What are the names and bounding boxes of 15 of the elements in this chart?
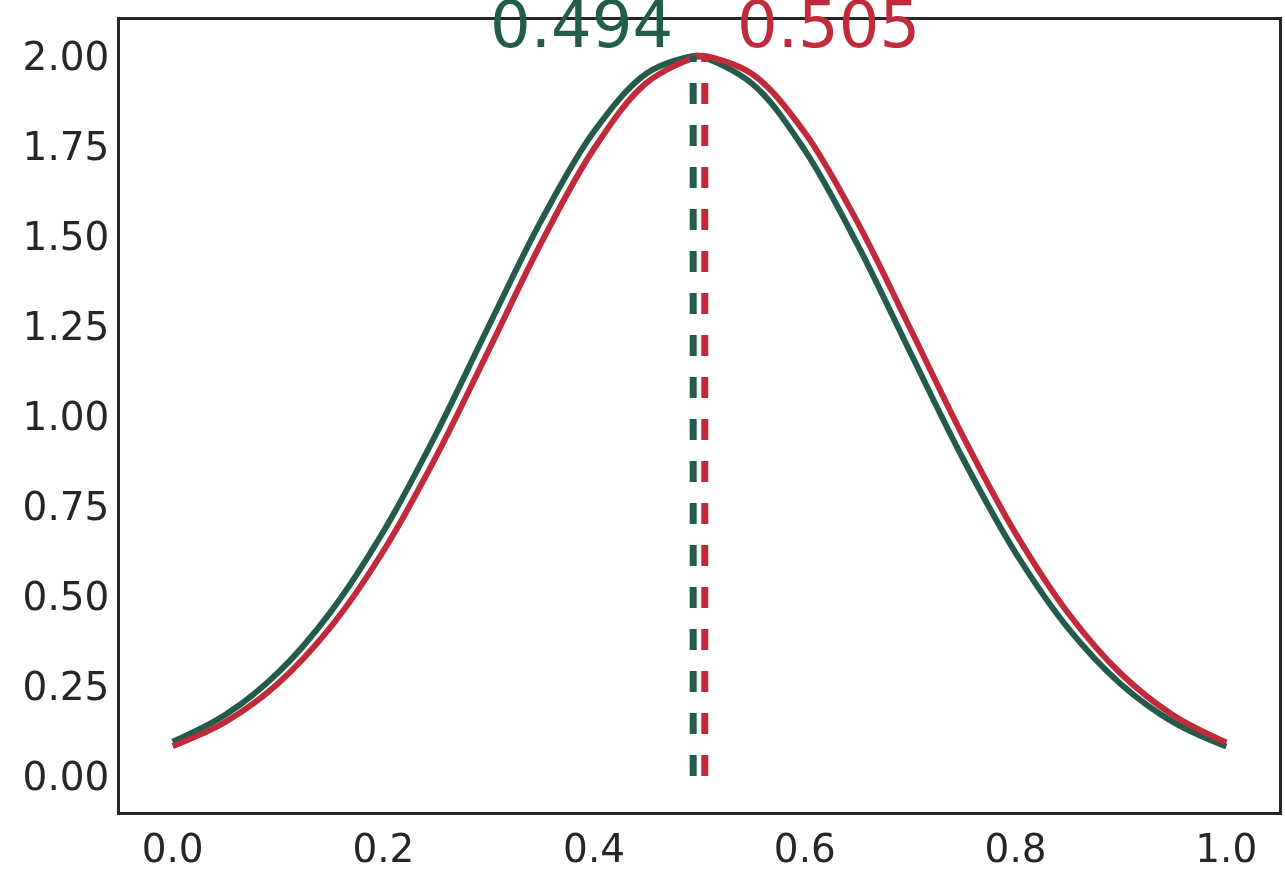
y-tick-label: 0.25 [22, 663, 110, 709]
x-tick-label: 0.6 [773, 825, 836, 871]
x-tick-label: 0.0 [141, 825, 204, 871]
y-tick-label: 2.00 [22, 33, 110, 79]
y-tick-label: 1.25 [22, 303, 110, 349]
y-tick-label: 0.75 [22, 483, 110, 529]
x-tick-label: 0.4 [563, 825, 626, 871]
y-tick-label: 0.00 [22, 753, 110, 799]
y-tick-label: 1.00 [22, 393, 110, 439]
x-tick-label: 0.2 [352, 825, 415, 871]
y-tick-label: 1.50 [22, 213, 110, 259]
y-tick-label: 0.50 [22, 573, 110, 619]
y-tick-label: 1.75 [22, 123, 110, 169]
x-tick-label: 0.8 [984, 825, 1047, 871]
x-tick-label: 1.0 [1195, 825, 1258, 871]
